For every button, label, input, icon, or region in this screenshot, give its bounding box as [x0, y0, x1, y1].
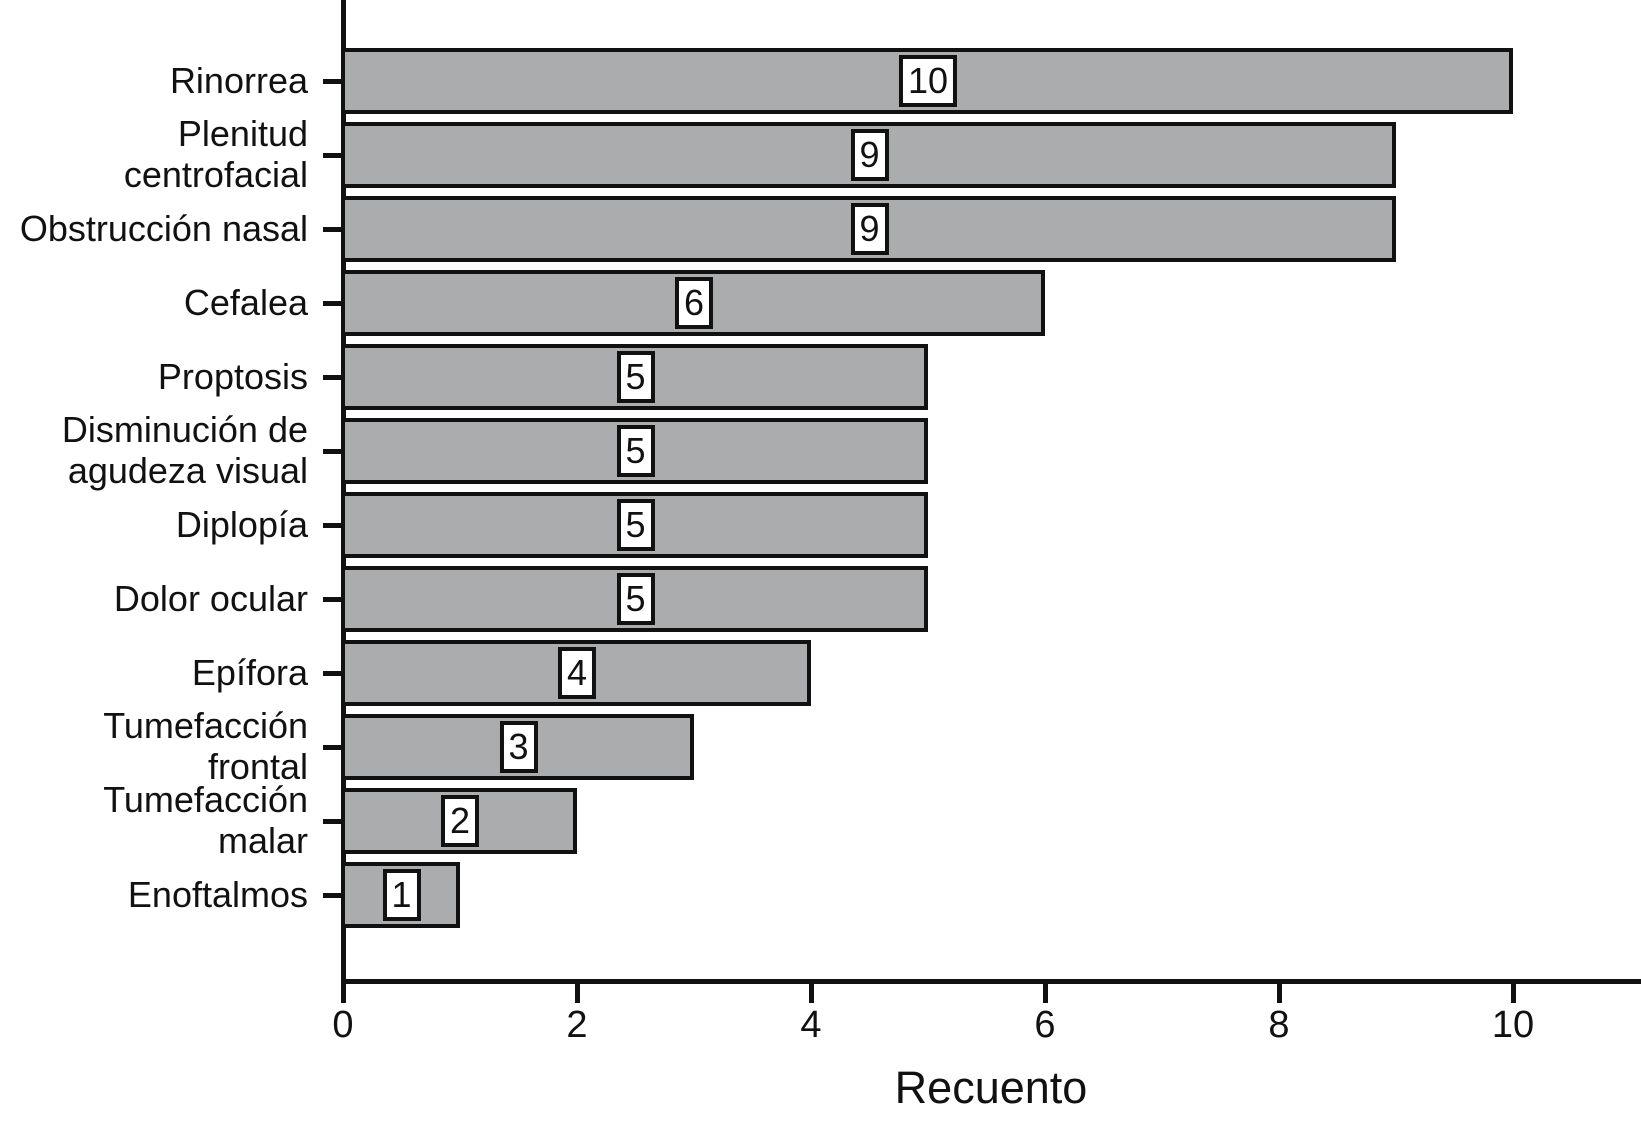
category-label: Disminución de agudeza visual [61, 409, 308, 491]
x-axis-tick-label: 8 [1268, 1004, 1290, 1046]
y-axis-tick [323, 893, 342, 898]
x-axis-tick [809, 984, 814, 1003]
x-axis-title: Recuento [894, 1062, 1088, 1113]
bar-value-label: 10 [898, 55, 958, 107]
bar-value-label: 4 [557, 647, 597, 699]
x-axis-tick [1043, 984, 1048, 1003]
x-axis-tick-label: 2 [566, 1004, 588, 1046]
bar-value-label: 5 [616, 499, 655, 551]
x-axis-tick [1511, 984, 1516, 1003]
y-axis-tick [323, 745, 342, 750]
y-axis-tick [323, 819, 342, 824]
y-axis-tick [323, 671, 342, 676]
category-label: Dolor ocular [113, 577, 308, 619]
y-axis-tick [323, 153, 342, 158]
x-axis-line [341, 979, 1641, 984]
bar-value-label: 5 [616, 573, 655, 625]
category-label: Epífora [191, 651, 308, 693]
y-axis-tick [323, 79, 342, 84]
bar-value-label: 6 [674, 277, 714, 329]
y-axis-tick [323, 449, 342, 454]
bar-value-label: 5 [616, 425, 655, 477]
bar-value-label: 5 [616, 351, 655, 403]
bar-value-label: 2 [440, 795, 480, 847]
bar-value-label: 3 [499, 721, 538, 773]
category-label: Diplopía [175, 503, 308, 545]
category-label: Obstrucción nasal [19, 207, 308, 249]
category-label: Tumefacción malar [103, 779, 308, 861]
category-label: Plenitud centrofacial [123, 113, 308, 195]
bar-value-label: 9 [850, 129, 889, 181]
x-axis-tick [341, 984, 346, 1003]
x-axis-tick [575, 984, 580, 1003]
y-axis-tick [323, 301, 342, 306]
category-label: Rinorrea [169, 59, 308, 101]
category-label: Cefalea [183, 281, 308, 323]
category-label: Proptosis [157, 355, 308, 397]
category-label: Enoftalmos [127, 873, 308, 915]
bar-value-label: 1 [382, 869, 421, 921]
y-axis-tick [323, 523, 342, 528]
bar-value-label: 9 [850, 203, 889, 255]
x-axis-tick [1277, 984, 1282, 1003]
x-axis-tick-label: 10 [1491, 1004, 1535, 1046]
y-axis-tick [323, 597, 342, 602]
category-label: Tumefacción frontal [103, 705, 308, 787]
x-axis-tick-label: 6 [1034, 1004, 1056, 1046]
y-axis-tick [323, 375, 342, 380]
x-axis-tick-label: 4 [800, 1004, 822, 1046]
y-axis-tick [323, 227, 342, 232]
x-axis-tick-label: 0 [332, 1004, 354, 1046]
